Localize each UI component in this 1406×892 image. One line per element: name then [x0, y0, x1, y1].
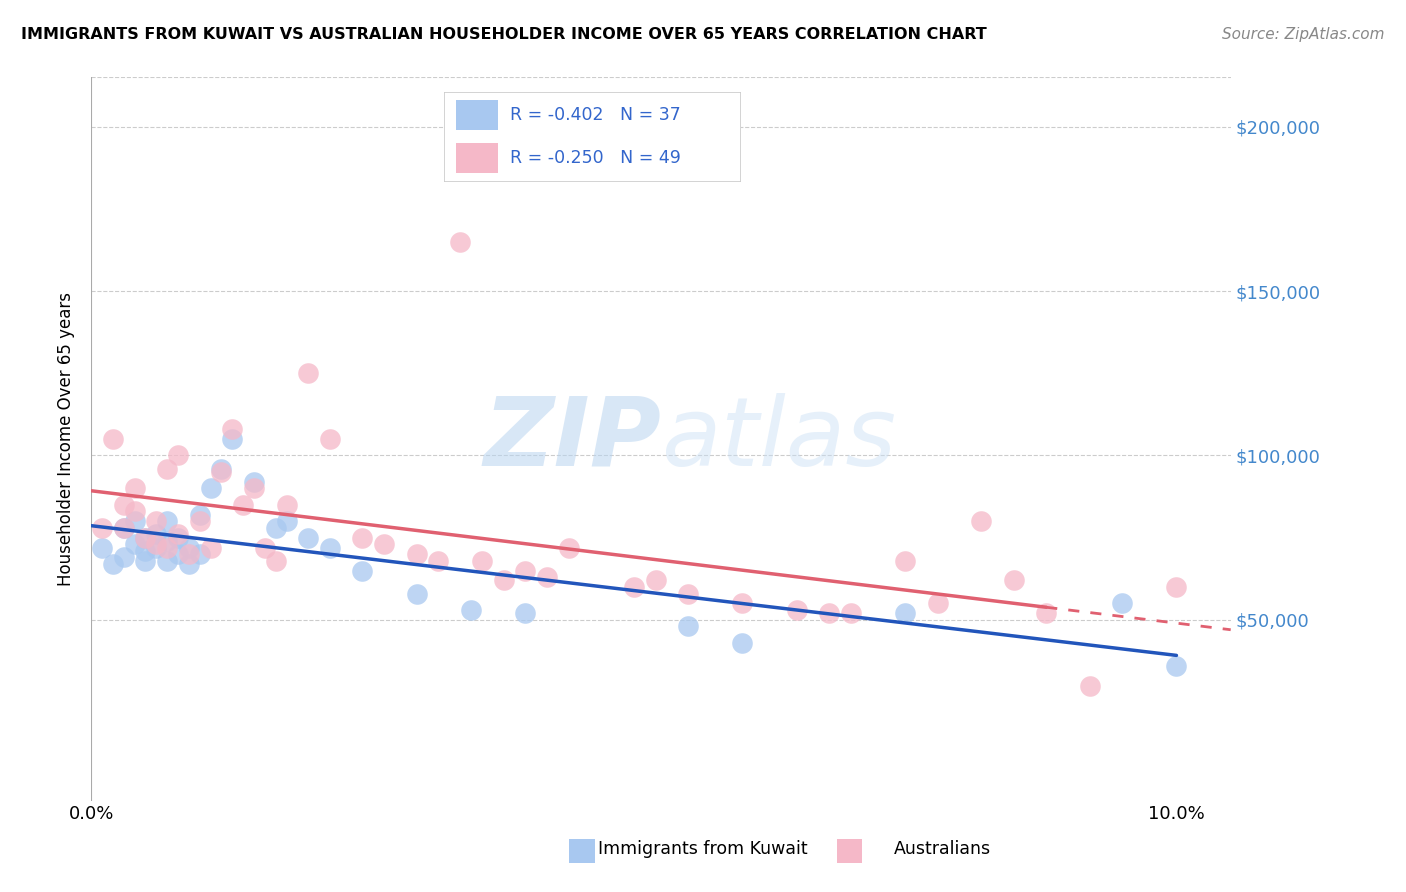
Point [112, 550, 135, 565]
Point [927, 596, 949, 610]
Point [124, 514, 146, 528]
Point [319, 541, 342, 555]
Point [297, 366, 319, 380]
Point [731, 596, 754, 610]
Point [209, 465, 232, 479]
Point [644, 574, 666, 588]
Point [492, 574, 515, 588]
Point [91, 541, 114, 555]
Point [200, 481, 222, 495]
Point [557, 541, 579, 555]
Point [145, 541, 167, 555]
Text: IMMIGRANTS FROM KUWAIT VS AUSTRALIAN HOUSEHOLDER INCOME OVER 65 YEARS CORRELATIO: IMMIGRANTS FROM KUWAIT VS AUSTRALIAN HOU… [21, 27, 987, 42]
Point [264, 554, 287, 568]
Point [145, 514, 167, 528]
Point [156, 541, 179, 555]
Point [894, 554, 917, 568]
Point [177, 541, 200, 555]
Point [276, 514, 298, 528]
Point [209, 461, 232, 475]
Point [243, 481, 266, 495]
Point [731, 636, 754, 650]
Point [264, 521, 287, 535]
Point [373, 537, 395, 551]
Text: Australians: Australians [893, 840, 991, 858]
Point [112, 521, 135, 535]
Point [124, 481, 146, 495]
Point [124, 537, 146, 551]
Point [405, 547, 427, 561]
Point [839, 606, 862, 620]
Point [243, 475, 266, 489]
Point [515, 606, 537, 620]
Point [188, 514, 211, 528]
Point [676, 619, 699, 633]
Point [145, 527, 167, 541]
Point [156, 514, 179, 528]
Point [449, 235, 471, 249]
Point [124, 504, 146, 518]
Point [352, 564, 374, 578]
Text: Source: ZipAtlas.com: Source: ZipAtlas.com [1222, 27, 1385, 42]
Point [1002, 574, 1025, 588]
Point [177, 557, 200, 571]
Point [112, 521, 135, 535]
Point [276, 498, 298, 512]
Point [970, 514, 993, 528]
Point [221, 432, 243, 446]
Point [1078, 679, 1101, 693]
Point [156, 554, 179, 568]
Point [177, 547, 200, 561]
Point [352, 531, 374, 545]
Point [167, 531, 190, 545]
Point [1111, 596, 1133, 610]
Point [134, 543, 156, 558]
Point [297, 531, 319, 545]
Point [319, 432, 342, 446]
Point [167, 527, 190, 541]
Point [894, 606, 917, 620]
Point [200, 541, 222, 555]
Point [101, 432, 124, 446]
Point [1166, 580, 1188, 594]
Point [101, 557, 124, 571]
Point [676, 586, 699, 600]
Point [232, 498, 254, 512]
Point [188, 508, 211, 522]
Point [1035, 606, 1057, 620]
Text: ZIP: ZIP [484, 392, 661, 485]
Point [623, 580, 645, 594]
Point [156, 533, 179, 548]
Y-axis label: Householder Income Over 65 years: Householder Income Over 65 years [58, 292, 75, 586]
Point [167, 547, 190, 561]
Point [427, 554, 450, 568]
Point [536, 570, 558, 584]
Point [221, 422, 243, 436]
Point [167, 449, 190, 463]
Point [134, 531, 156, 545]
Point [134, 531, 156, 545]
Point [786, 603, 808, 617]
Point [253, 541, 276, 555]
Point [156, 461, 179, 475]
Point [471, 554, 494, 568]
Text: atlas: atlas [661, 392, 896, 485]
Point [405, 586, 427, 600]
Point [91, 521, 114, 535]
Point [112, 498, 135, 512]
Point [145, 537, 167, 551]
Text: Immigrants from Kuwait: Immigrants from Kuwait [598, 840, 808, 858]
Point [134, 554, 156, 568]
Point [1166, 658, 1188, 673]
Point [818, 606, 841, 620]
Point [188, 547, 211, 561]
Point [515, 564, 537, 578]
Point [460, 603, 482, 617]
